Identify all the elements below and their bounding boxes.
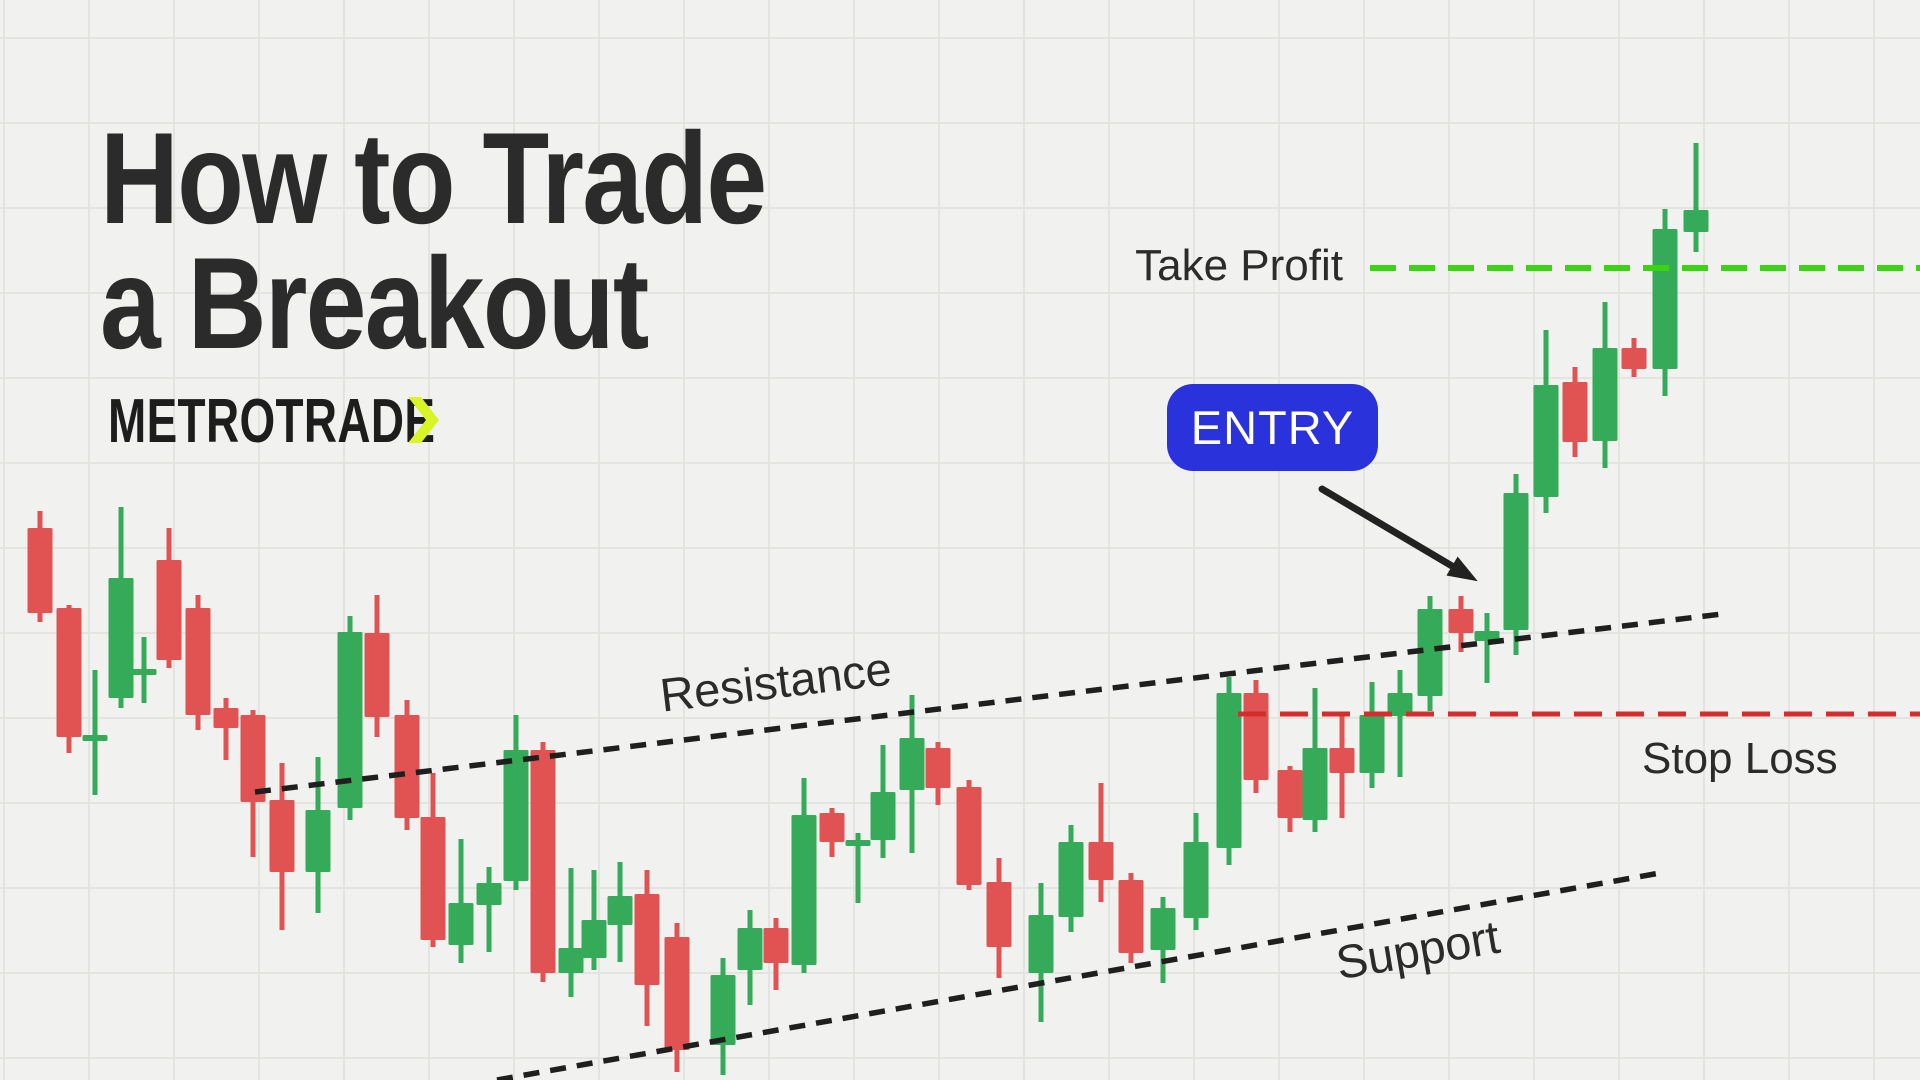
candle-down [1621, 338, 1647, 377]
candle-down [986, 858, 1012, 978]
title-line-2: a Breakout [100, 230, 649, 376]
candle-up [1417, 596, 1443, 711]
candle-down [1562, 367, 1588, 457]
candle-up [108, 507, 134, 708]
candle-up [607, 862, 633, 962]
candle-down [925, 742, 951, 805]
entry-arrow [1318, 485, 1478, 582]
candle-up [710, 958, 736, 1075]
candle-up [305, 757, 331, 913]
page-title: How to Trade a Breakout [100, 105, 767, 376]
candle-down [213, 698, 239, 760]
candle-down [394, 700, 420, 830]
candle-up [1592, 302, 1618, 468]
candle-up [1683, 143, 1709, 252]
candle-down [1448, 596, 1474, 652]
candle-up [1150, 897, 1176, 983]
candle-down [156, 528, 182, 668]
candle-up [448, 839, 474, 963]
candle-down [956, 780, 982, 890]
candle-up [131, 637, 157, 703]
candle-down [1243, 680, 1269, 793]
candle-down [530, 742, 556, 982]
brand-name: METROTRADE [108, 387, 436, 456]
candle-down [664, 923, 690, 1072]
chevron-right-icon [408, 397, 439, 443]
candle-up [82, 670, 108, 795]
candle-up [1302, 688, 1328, 832]
entry-badge[interactable]: ENTRY [1167, 384, 1378, 471]
candle-up [1028, 883, 1054, 1022]
candle-down [634, 870, 660, 1026]
candle-up [581, 870, 607, 970]
candle-up [1183, 813, 1209, 930]
brand-logo: METROTRADE [108, 391, 550, 453]
stop-loss-label: Stop Loss [1642, 734, 1838, 783]
candle-up [1359, 682, 1385, 788]
candle-up [503, 715, 529, 890]
candle-up [737, 910, 763, 1005]
candle-down [763, 918, 789, 990]
candle-up [791, 778, 817, 973]
candle-up [476, 867, 502, 952]
candle-down [240, 710, 266, 857]
title-line-1: How to Trade [100, 105, 767, 251]
candle-up [845, 833, 871, 903]
candle-down [27, 511, 53, 622]
candle-down [185, 595, 211, 730]
candle-up [870, 745, 896, 858]
candle-down [1118, 873, 1144, 963]
candle-up [337, 616, 363, 820]
candle-down [364, 595, 390, 737]
candle-up [1503, 474, 1529, 655]
candle-up [1533, 330, 1559, 513]
candle-down [1329, 715, 1355, 818]
candle-up [1387, 670, 1413, 777]
candle-down [1277, 766, 1303, 832]
candle-up [1474, 613, 1500, 683]
candle-up [558, 868, 584, 997]
candle-down [1088, 783, 1114, 902]
candle-up [899, 695, 925, 853]
support-line [496, 870, 1661, 1080]
candle-up [1216, 677, 1242, 865]
candle-up [1058, 825, 1084, 932]
take-profit-label: Take Profit [1135, 241, 1343, 290]
candle-down [56, 605, 82, 753]
candle-down [269, 763, 295, 930]
resistance-line [254, 611, 1723, 795]
candle-down [819, 808, 845, 857]
candle-down [420, 773, 446, 947]
candle-up [1652, 209, 1678, 396]
